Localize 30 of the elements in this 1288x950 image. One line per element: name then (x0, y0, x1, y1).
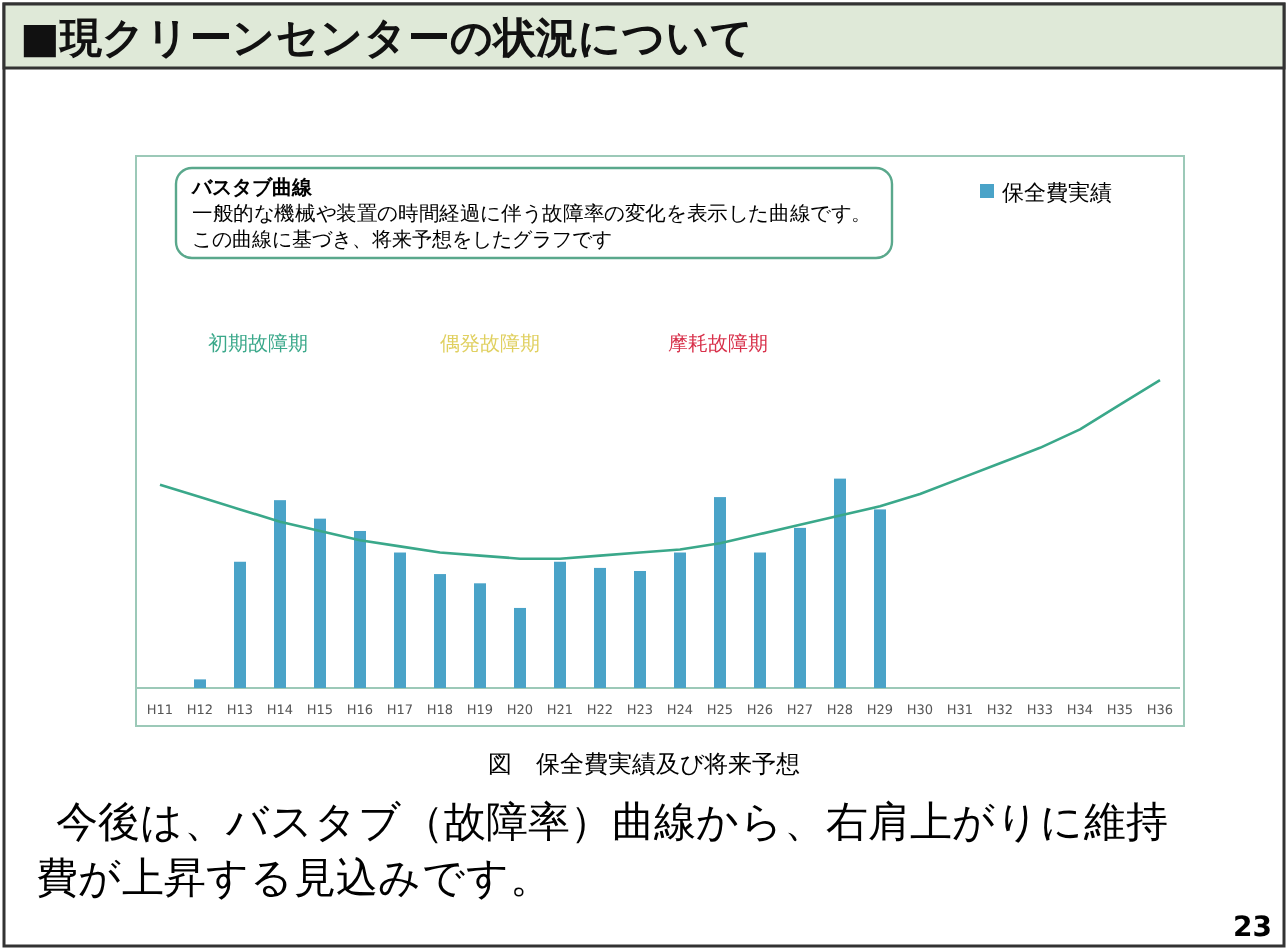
bar (234, 561, 246, 688)
bar (634, 570, 646, 688)
text: 初期故障期 (208, 332, 308, 356)
bar (354, 530, 366, 688)
chart-title: ■現クリーンセンターの状況について (20, 14, 754, 62)
bar (674, 552, 686, 688)
bar (754, 552, 766, 688)
bar (314, 518, 326, 688)
text: 23 (1233, 912, 1272, 944)
bar (714, 497, 726, 688)
text: 今後は、バスタブ（故障率）曲線から、右肩上がりに維持 (56, 798, 1168, 846)
text: 図 保全費実績及び将来予想 (488, 750, 800, 778)
text: 偶発故障期 (440, 332, 540, 356)
bar (434, 574, 446, 688)
bar (394, 552, 406, 688)
text: 一般的な機械や装置の時間経過に伴う故障率の変化を表示した曲線です。 (192, 202, 872, 226)
legend-label: 保全費実績 (1002, 180, 1112, 206)
bar (194, 679, 206, 688)
bar (514, 607, 526, 688)
bar (474, 583, 486, 688)
bar (874, 509, 886, 688)
text: 費が上昇する見込みです。 (36, 854, 552, 902)
bar (594, 567, 606, 688)
text: バスタブ曲線 (190, 176, 314, 200)
text: この曲線に基づき、将来予想をしたグラフです (192, 228, 612, 252)
text: 摩耗故障期 (668, 332, 768, 356)
bar (794, 527, 806, 688)
bar (554, 561, 566, 688)
bar (274, 500, 286, 688)
bar (834, 478, 846, 688)
